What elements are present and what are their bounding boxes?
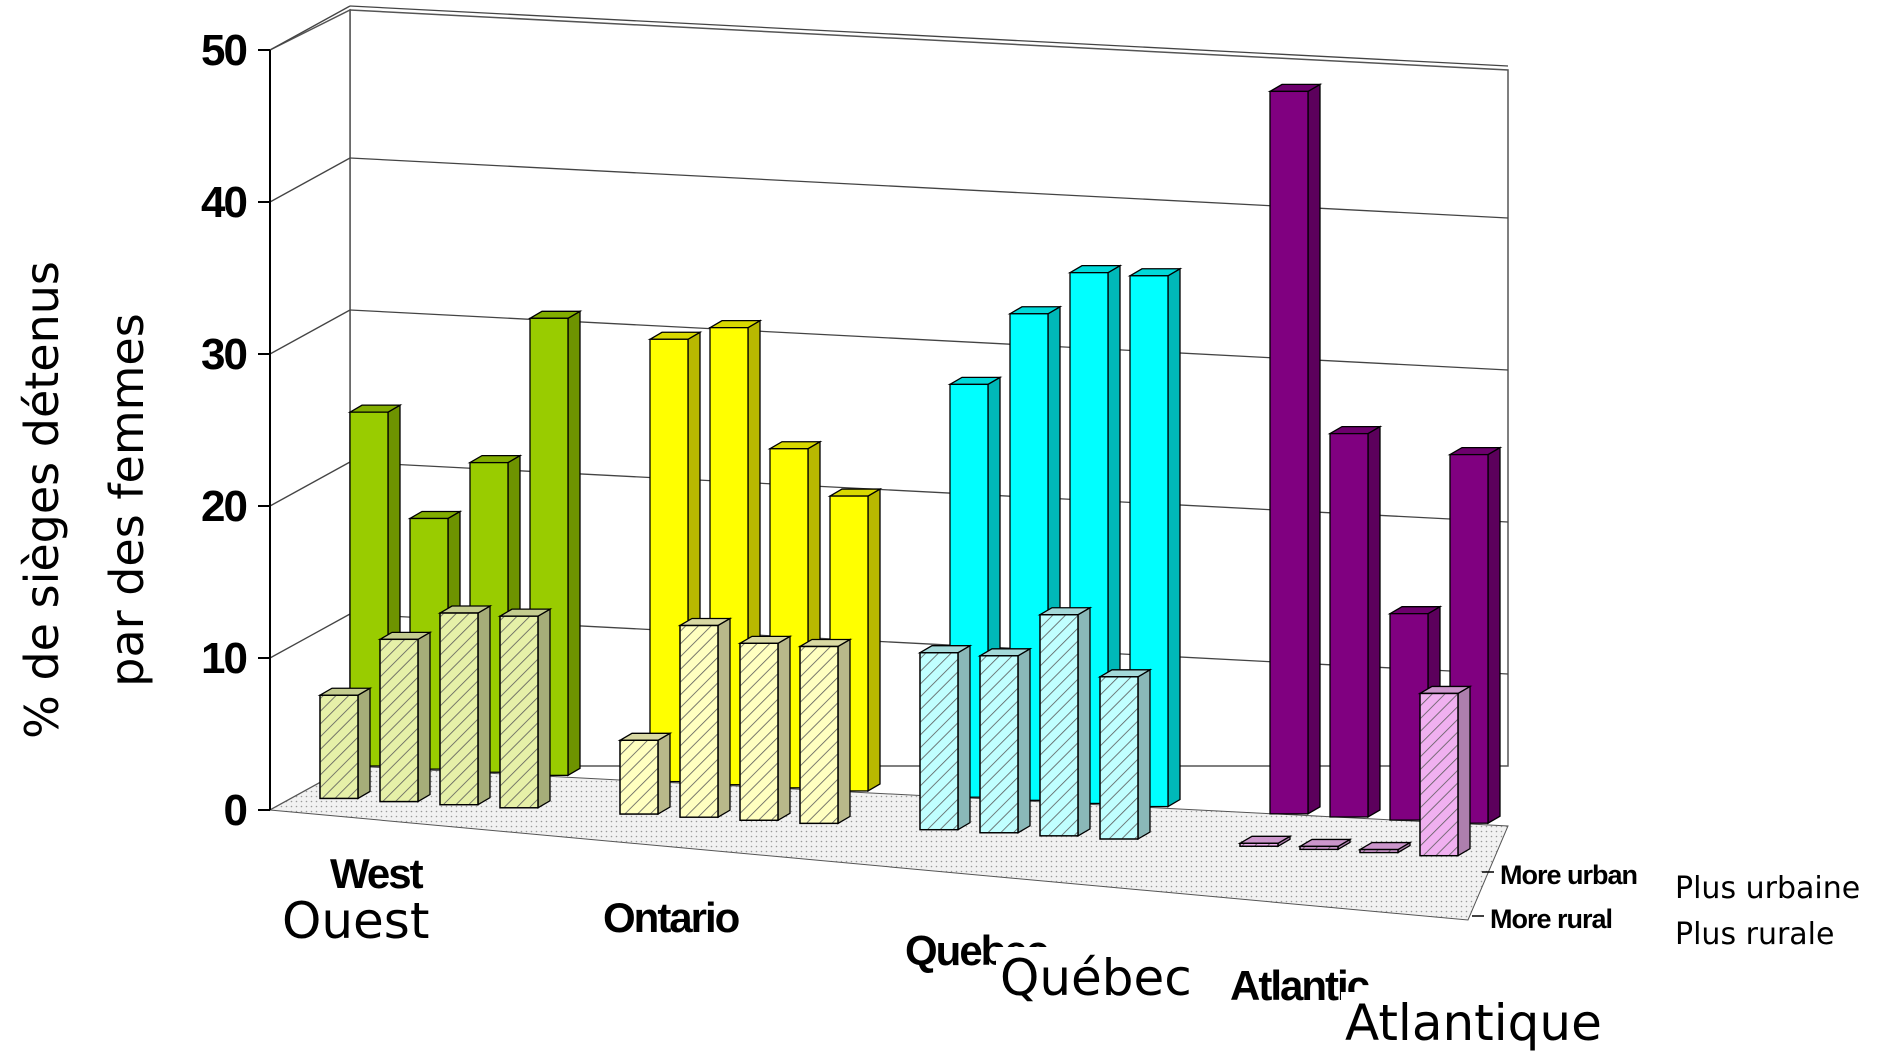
bar-hatch <box>439 612 479 806</box>
bar-urban <box>1327 425 1383 819</box>
y-axis-title-line-2: par des femmes <box>100 313 154 686</box>
bar-rural <box>617 732 673 816</box>
y-axis: 0 10 20 30 40 50 <box>201 26 271 835</box>
bar-front <box>1269 90 1309 815</box>
chart-walls <box>268 8 1509 921</box>
y-tick-label: 50 <box>201 26 246 75</box>
bar-hatch <box>319 694 359 800</box>
category-label-fr: Ontario <box>603 894 740 941</box>
gridline-side <box>269 461 351 507</box>
category-label-en: West <box>330 850 424 897</box>
bar-side <box>777 635 791 822</box>
bar-hatch <box>979 655 1019 834</box>
bar-side <box>1017 647 1031 834</box>
y-tick-label: 0 <box>224 786 247 835</box>
bar-hatch <box>1299 845 1339 851</box>
bar-front <box>1329 432 1369 818</box>
bar-side <box>1487 446 1501 825</box>
y-tick-label: 40 <box>201 178 246 227</box>
bar-rural <box>497 607 553 809</box>
bar-hatch <box>499 615 539 809</box>
bars <box>317 83 1503 857</box>
bar-side <box>657 732 671 816</box>
category-label-fr: Québec <box>1000 949 1192 1007</box>
bar-side <box>957 644 971 831</box>
bar-rural <box>1417 685 1473 857</box>
bar-side <box>537 607 551 809</box>
gridline-side <box>269 309 351 355</box>
bar-hatch <box>1039 614 1079 837</box>
bar-hatch <box>1419 692 1459 857</box>
bar-rural <box>1297 838 1353 851</box>
bar-hatch <box>619 739 659 815</box>
bar-side <box>417 631 431 803</box>
label-mask <box>1341 992 1641 1050</box>
bar-hatch <box>799 645 839 825</box>
y-axis-title-line-1: % de sièges détenus <box>15 261 69 739</box>
gridline-side <box>269 157 351 203</box>
bar-rural <box>1097 668 1153 841</box>
depth-label-en: More urban <box>1500 860 1637 890</box>
bar-side <box>1077 606 1091 838</box>
y-tick-label: 30 <box>201 330 246 379</box>
y-axis-title: % de sièges détenus par des femmes <box>15 261 154 739</box>
bar-rural <box>677 617 733 819</box>
bar-side <box>867 487 881 793</box>
bar-side <box>717 617 731 819</box>
bar-side <box>837 638 851 825</box>
bar-hatch <box>1099 676 1139 840</box>
category-label-fr: Ouest <box>282 892 429 950</box>
bar-rural <box>1357 841 1413 854</box>
bar-urban <box>1267 83 1323 815</box>
bar-rural <box>317 687 373 800</box>
bar-side <box>1137 668 1151 841</box>
bar-hatch <box>679 624 719 818</box>
bar-side <box>1457 685 1471 857</box>
bar-rural <box>977 647 1033 834</box>
bar-side <box>1307 83 1321 815</box>
bar-hatch <box>919 652 959 831</box>
bar-rural <box>797 638 853 825</box>
depth-label-en: More rural <box>1490 904 1612 934</box>
y-tick-label: 20 <box>201 482 246 531</box>
gridline-side <box>269 5 351 51</box>
bar-rural <box>1037 606 1093 838</box>
bar-rural <box>377 631 433 803</box>
bar-side <box>477 604 491 806</box>
category-label-fr: Atlantique <box>1345 994 1602 1052</box>
bar-hatch <box>379 638 419 803</box>
bar-hatch <box>1359 848 1399 854</box>
gridline-side <box>269 613 351 659</box>
y-tick-label: 10 <box>201 634 246 683</box>
depth-labels: More urban More rural Plus urbaine Plus rur… <box>1472 860 1860 952</box>
bar-rural <box>1237 835 1293 848</box>
label-mask <box>996 947 1176 1005</box>
bar-rural <box>437 604 493 806</box>
depth-label-fr: Plus rurale <box>1675 917 1834 952</box>
depth-label-fr: Plus urbaine <box>1675 871 1860 906</box>
bar-side <box>567 310 581 777</box>
bar-side <box>357 687 371 800</box>
bar-hatch <box>1239 842 1279 847</box>
bar-hatch <box>739 642 779 821</box>
gridline-back <box>349 5 1509 67</box>
bar-side <box>1167 267 1181 808</box>
label-mask <box>278 890 428 948</box>
bar-rural <box>737 635 793 822</box>
bar-side <box>1367 425 1381 819</box>
bar-rural <box>917 644 973 831</box>
